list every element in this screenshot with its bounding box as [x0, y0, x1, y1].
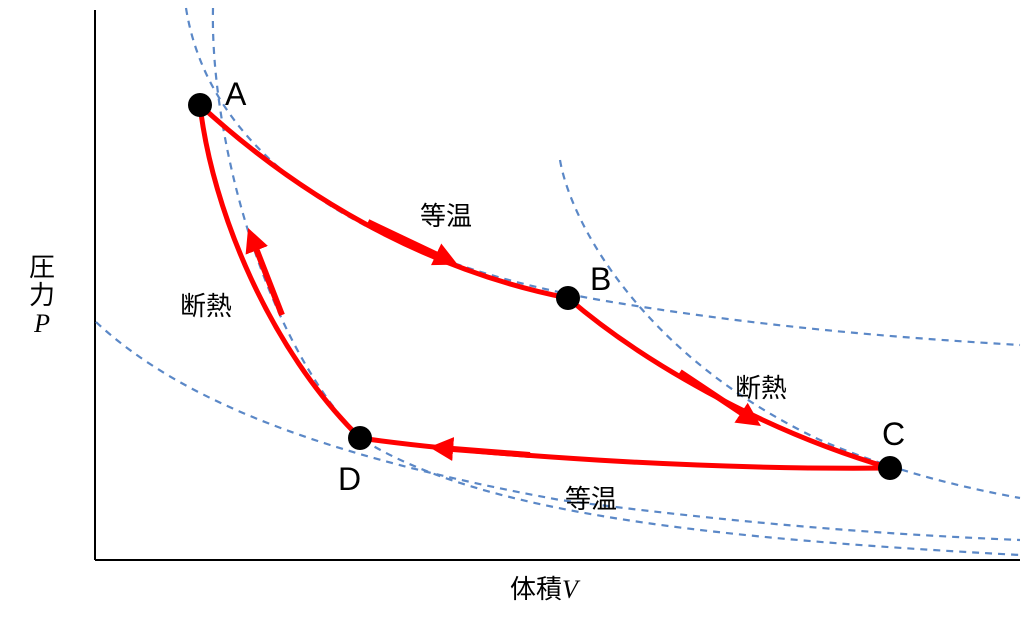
label-process-da: 断熱	[180, 291, 232, 321]
y-axis-label: 圧力P	[29, 252, 55, 338]
label-point-c: C	[882, 416, 905, 452]
cycle-arrow-3	[440, 448, 530, 455]
x-axis-label: 体積V	[510, 574, 581, 604]
label-process-bc: 断熱	[735, 373, 787, 403]
cycle-segment-ab	[200, 105, 568, 298]
y-axis-label-group: 圧力P	[29, 252, 55, 338]
point-c	[878, 456, 902, 480]
label-process-cd: 等温	[565, 484, 617, 514]
label-point-a: A	[225, 76, 247, 112]
label-process-ab: 等温	[420, 201, 472, 231]
pv-diagram: ABCD等温断熱等温断熱体積V圧力P	[0, 0, 1024, 623]
cycle-arrow-4	[252, 238, 282, 315]
point-b	[556, 286, 580, 310]
adiabat-right-curve	[560, 160, 1020, 498]
cycle-segment-bc	[568, 298, 890, 468]
point-a	[188, 93, 212, 117]
point-d	[348, 426, 372, 450]
label-point-d: D	[338, 461, 361, 497]
cycle-segment-da	[200, 105, 360, 438]
label-point-b: B	[590, 261, 611, 297]
